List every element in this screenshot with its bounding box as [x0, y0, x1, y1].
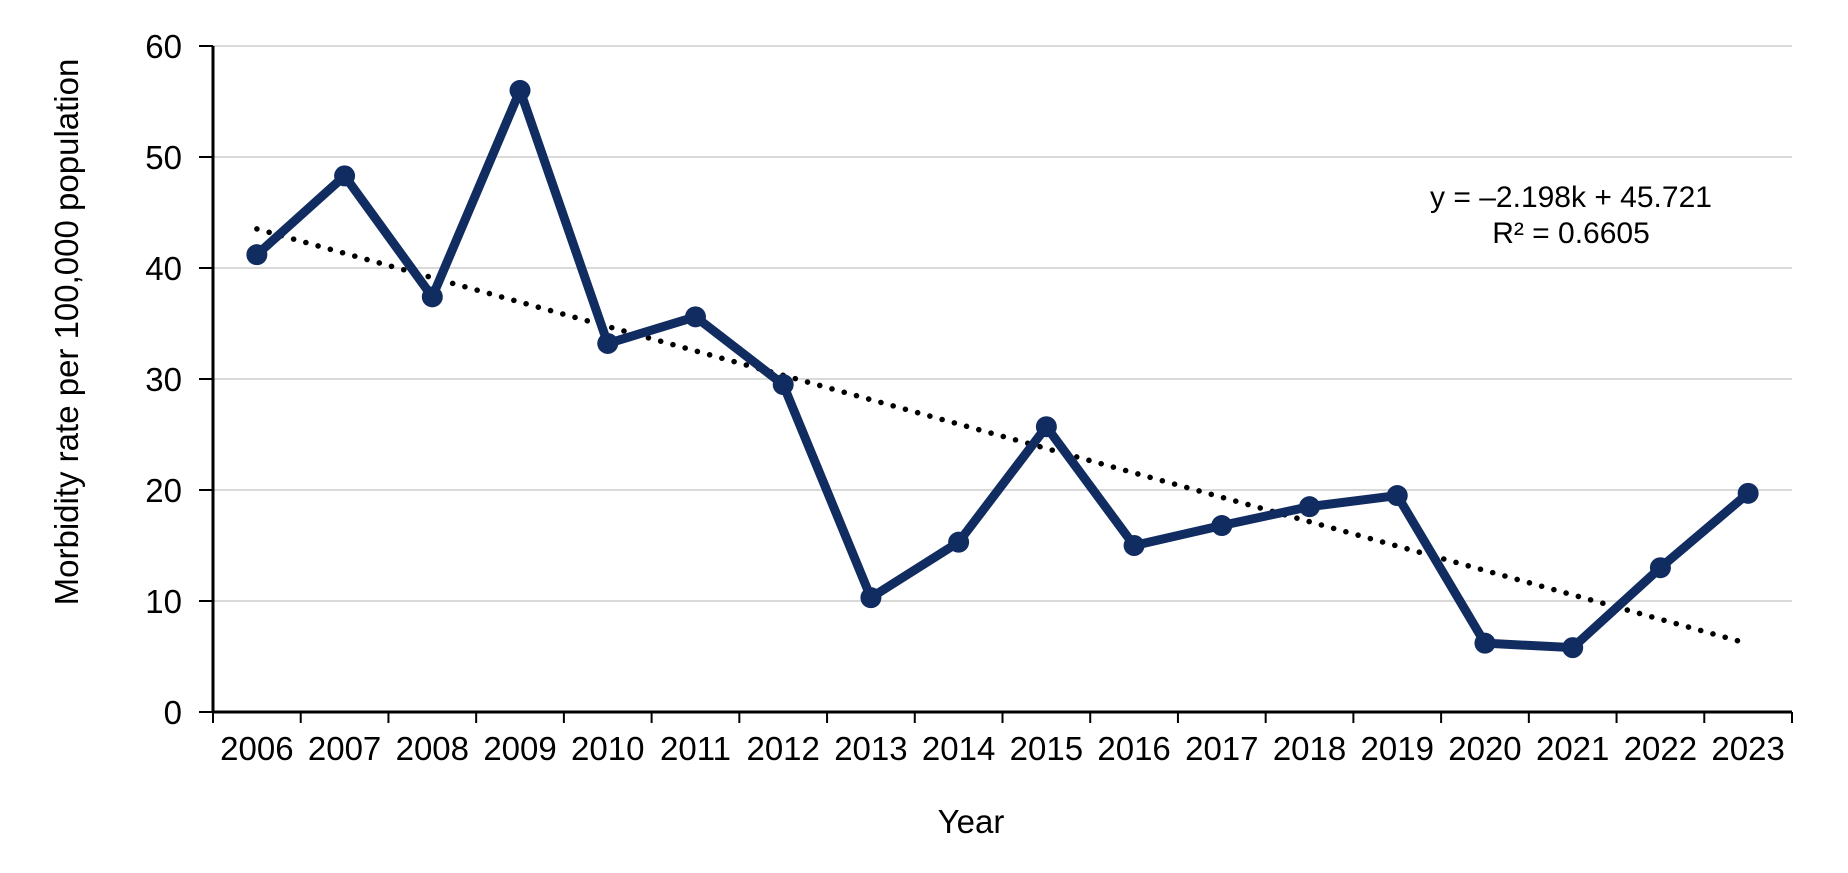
data-point-2015 [1035, 416, 1057, 438]
x-tick-label: 2016 [1097, 730, 1170, 767]
x-tick-label: 2020 [1448, 730, 1521, 767]
data-point-2019 [1386, 485, 1408, 507]
data-point-2023 [1737, 482, 1759, 504]
series-line [252, 85, 1753, 653]
y-tick-label: 0 [164, 694, 182, 731]
y-tick-label: 60 [145, 28, 182, 65]
x-tick-label: 2011 [660, 730, 731, 767]
y-axis-title: Morbidity rate per 100,000 population [48, 58, 85, 606]
x-tick-label: 2012 [746, 730, 819, 767]
y-tick-label: 40 [145, 250, 182, 287]
data-point-2021 [1562, 637, 1584, 659]
data-point-2016 [1123, 535, 1145, 556]
y-tick-label: 30 [145, 361, 182, 398]
x-tick-label: 2022 [1624, 730, 1697, 767]
data-point-2017 [1211, 515, 1233, 537]
x-tick-label: 2023 [1711, 730, 1784, 767]
data-point-2011 [684, 306, 706, 328]
x-tick-label: 2010 [571, 730, 644, 767]
trendline-equation: y = –2.198k + 45.721 [1430, 181, 1712, 214]
x-tick-label: 2019 [1361, 730, 1434, 767]
data-point-2012 [772, 374, 794, 396]
x-tick-label: 2007 [308, 730, 381, 767]
data-point-2007 [334, 165, 356, 187]
trendline-r-squared: R² = 0.6605 [1492, 217, 1650, 250]
x-tick-label: 2021 [1536, 730, 1609, 767]
trendline [254, 226, 1751, 647]
data-point-2009 [509, 79, 531, 101]
x-tick-label: 2013 [834, 730, 907, 767]
x-tick-label: 2015 [1010, 730, 1083, 767]
x-tick-label: 2009 [483, 730, 556, 767]
x-axis-title: Year [937, 803, 1005, 840]
x-tick-label: 2018 [1273, 730, 1346, 767]
trendline-annotation: y = –2.198k + 45.721 R² = 0.6605 [1389, 180, 1753, 252]
data-point-2008 [421, 286, 443, 308]
data-point-2014 [948, 531, 970, 553]
data-point-2020 [1474, 632, 1496, 654]
data-point-2018 [1299, 496, 1321, 518]
data-point-2022 [1649, 557, 1671, 579]
x-tick-label: 2017 [1185, 730, 1258, 767]
x-tick-label: 2008 [396, 730, 469, 767]
y-tick-label: 10 [145, 583, 182, 620]
x-tick-label: 2006 [220, 730, 293, 767]
y-tick-label: 50 [145, 139, 182, 176]
x-tick-label: 2014 [922, 730, 995, 767]
data-point-2010 [597, 332, 619, 354]
data-point-2006 [246, 244, 268, 266]
data-point-2013 [860, 587, 882, 609]
y-tick-label: 20 [145, 472, 182, 509]
